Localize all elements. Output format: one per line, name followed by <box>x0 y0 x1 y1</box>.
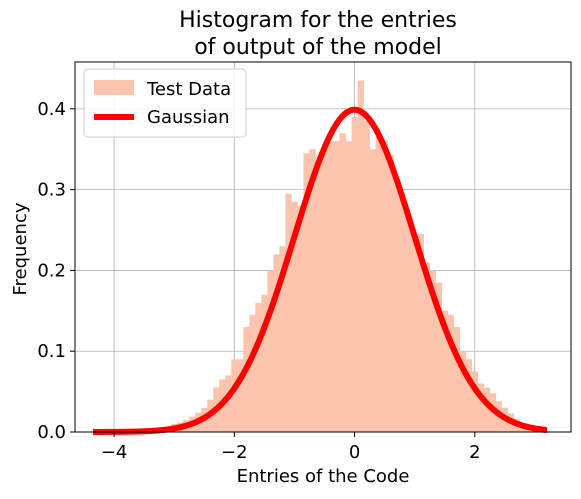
legend-test-data-swatch <box>94 80 134 95</box>
y-axis-ticks: 0.0 0.1 0.2 0.3 0.4 <box>37 99 75 443</box>
histogram-bar <box>363 120 370 432</box>
histogram-bar <box>327 141 334 433</box>
histogram-bar <box>471 371 479 432</box>
histogram-bar <box>465 359 473 432</box>
histogram-bar <box>255 302 262 432</box>
y-tick-label: 0.0 <box>37 422 66 443</box>
histogram-bar <box>411 238 418 432</box>
histogram-bar <box>369 149 376 432</box>
y-axis-label: Frequency <box>10 202 31 295</box>
x-axis-ticks: −4 −2 0 2 <box>101 432 481 463</box>
histogram-bar <box>459 351 467 432</box>
histogram-bar <box>441 310 449 432</box>
histogram-bar <box>237 359 244 432</box>
histogram-bar <box>273 254 280 432</box>
histogram-bar <box>333 141 340 433</box>
x-tick-label: −2 <box>221 442 248 463</box>
x-tick-label: −4 <box>101 442 128 463</box>
histogram-bar <box>447 314 455 432</box>
histogram-bar <box>351 116 358 432</box>
histogram-bar <box>303 153 310 432</box>
histogram-bar <box>345 141 352 433</box>
histogram-bar <box>483 387 491 432</box>
histogram-bar <box>297 205 304 432</box>
x-axis-label: Entries of the Code <box>237 466 410 487</box>
histogram-bar <box>417 234 425 432</box>
y-tick-label: 0.4 <box>37 99 66 120</box>
histogram-bar <box>279 246 286 432</box>
histogram-bar <box>321 149 328 432</box>
histogram-bar <box>405 217 412 432</box>
histogram-bar <box>393 185 400 432</box>
legend-gaussian-label: Gaussian <box>147 107 230 128</box>
histogram-bar <box>291 201 298 432</box>
histogram-bar <box>435 282 443 432</box>
y-tick-label: 0.3 <box>37 180 66 201</box>
histogram-bars <box>93 80 551 433</box>
histogram-bar <box>387 154 394 432</box>
histogram-bar <box>243 326 250 432</box>
histogram-bar <box>453 326 461 432</box>
histogram-bar <box>357 80 364 433</box>
y-tick-label: 0.2 <box>37 260 66 281</box>
histogram-bar <box>399 197 406 432</box>
histogram-bar <box>309 149 316 432</box>
x-tick-label: 0 <box>349 442 360 463</box>
y-tick-label: 0.1 <box>37 341 66 362</box>
histogram-bar <box>429 270 437 432</box>
gaussian-line-layer <box>91 106 549 435</box>
legend-test-data-label: Test Data <box>146 79 231 100</box>
histogram-bar <box>381 141 388 433</box>
histogram-bar <box>267 270 274 432</box>
histogram-bar <box>249 314 256 432</box>
chart-title-line1: Histogram for the entries <box>179 8 457 33</box>
gaussian-curve <box>91 106 549 435</box>
histogram-bar <box>423 262 431 432</box>
legend: Test Data Gaussian <box>83 68 247 138</box>
histogram-bar <box>285 193 292 432</box>
histogram-bar <box>225 375 232 432</box>
histogram-bar <box>477 383 485 432</box>
histogram-bar <box>261 294 268 432</box>
axes-frame <box>74 61 572 433</box>
x-tick-label: 2 <box>469 442 480 463</box>
histogram-bar <box>339 133 346 432</box>
histogram-bar <box>231 359 238 432</box>
histogram-bar <box>375 133 382 432</box>
histogram-bar <box>315 165 322 432</box>
chart-title-line2: of output of the model <box>194 35 442 60</box>
